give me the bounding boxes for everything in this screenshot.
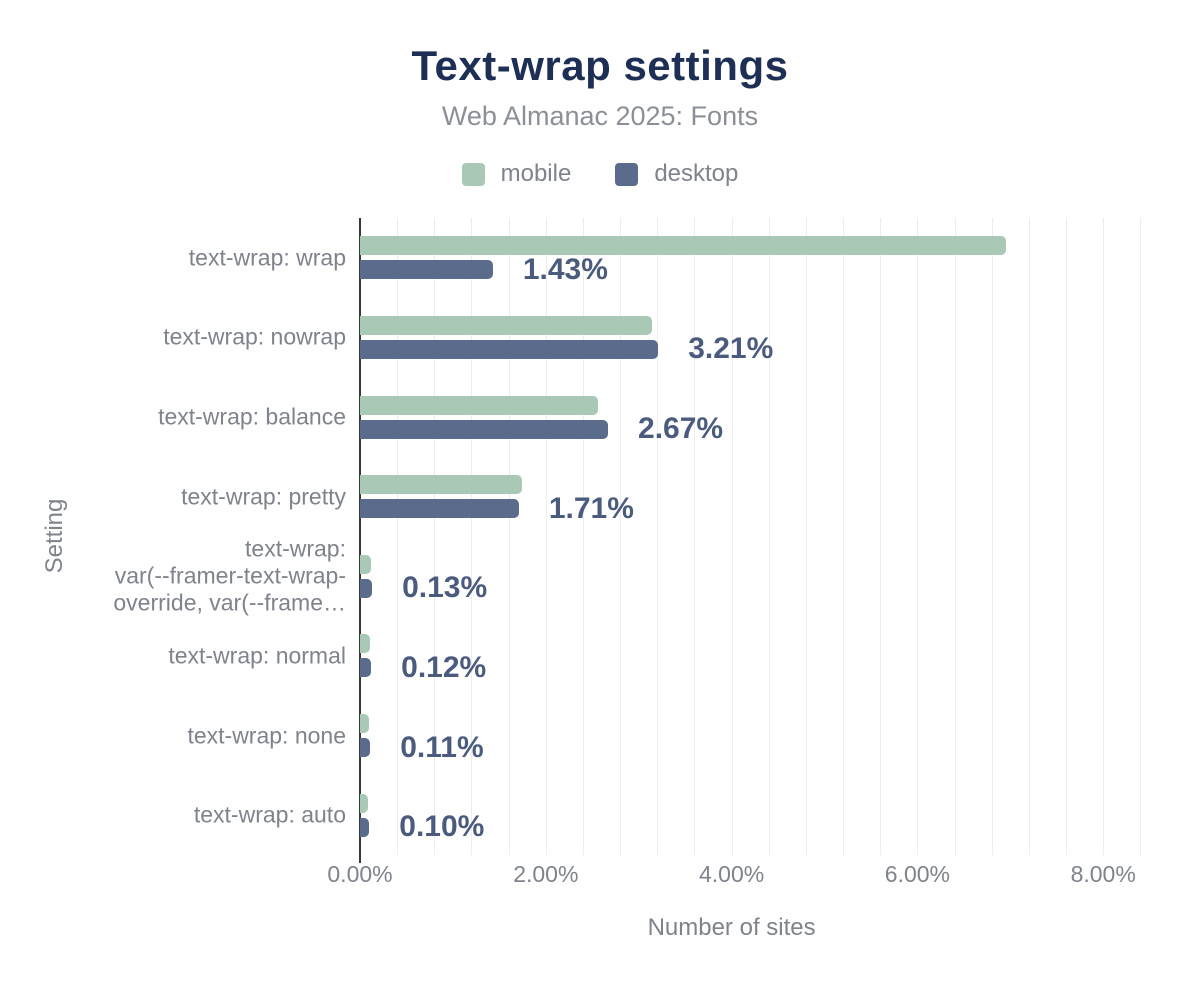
desktop-bar [360, 738, 371, 758]
mobile-bar [360, 714, 370, 734]
mobile-bar [360, 236, 1006, 256]
chart-subtitle: Web Almanac 2025: Fonts [441, 101, 759, 131]
value-label: 0.10% [399, 810, 485, 844]
mobile-bar [360, 315, 652, 335]
desktop-bar [360, 658, 372, 678]
x-gridline [545, 218, 547, 855]
x-gridline [880, 218, 882, 855]
category-label: text-wrap: nowrap [163, 323, 346, 350]
category-label: text-wrap: none [187, 722, 346, 749]
desktop-bar [360, 260, 493, 280]
x-axis-title: Number of sites [647, 914, 816, 941]
value-label: 0.11% [400, 730, 484, 764]
x-gridline [768, 218, 770, 855]
value-label: 2.67% [638, 412, 724, 446]
legend-label-mobile: mobile [500, 160, 572, 187]
x-gridline [508, 218, 510, 855]
x-gridline [620, 218, 622, 855]
category-label: text-wrap: normal [168, 642, 346, 669]
x-gridline [397, 218, 399, 855]
legend: mobile desktop [0, 160, 1200, 188]
mobile-bar [360, 554, 372, 574]
category-label: text-wrap: balance [158, 403, 346, 430]
x-gridline [471, 218, 473, 855]
x-gridline [657, 218, 659, 855]
value-label: 1.71% [548, 491, 634, 525]
x-gridline [991, 218, 993, 855]
category-label: text-wrap: pretty [181, 483, 346, 510]
x-gridline [582, 218, 584, 855]
x-gridline [1066, 218, 1068, 855]
value-label: 0.13% [402, 571, 488, 605]
mobile-swatch-icon [461, 162, 485, 186]
value-label: 1.43% [522, 252, 608, 286]
mobile-bar [360, 475, 522, 495]
x-tick-label: 2.00% [513, 861, 579, 887]
desktop-bar [360, 817, 370, 837]
x-tick-label: 0.00% [327, 861, 393, 887]
mobile-bar [360, 634, 371, 654]
x-gridline [1140, 218, 1142, 855]
desktop-bar [360, 499, 519, 519]
x-gridline [954, 218, 956, 855]
x-gridline [843, 218, 845, 855]
x-gridline [694, 218, 696, 855]
desktop-bar [360, 339, 659, 359]
x-tick-label: 6.00% [884, 861, 950, 887]
legend-item-desktop[interactable]: desktop [615, 160, 738, 188]
legend-label-desktop: desktop [654, 160, 739, 187]
mobile-bar [360, 793, 369, 813]
category-label: text-wrap: var(--framer-text-wrap- overr… [113, 535, 346, 616]
category-label: text-wrap: auto [193, 801, 346, 828]
x-gridline [1103, 218, 1105, 855]
x-gridline [1028, 218, 1030, 855]
category-label: text-wrap: wrap [188, 244, 346, 271]
x-gridline [731, 218, 733, 855]
chart-title: Text-wrap settings [411, 42, 789, 89]
desktop-bar [360, 578, 373, 598]
x-gridline [917, 218, 919, 855]
x-gridline [805, 218, 807, 855]
x-tick-label: 4.00% [698, 861, 765, 887]
desktop-swatch-icon [615, 162, 639, 186]
desktop-bar [360, 419, 609, 439]
y-axis-line [359, 218, 361, 863]
legend-item-mobile[interactable]: mobile [461, 160, 572, 188]
mobile-bar [360, 395, 598, 415]
value-label: 0.12% [401, 650, 487, 684]
x-tick-label: 8.00% [1070, 861, 1136, 887]
value-label: 3.21% [688, 332, 774, 366]
x-gridline [434, 218, 436, 855]
